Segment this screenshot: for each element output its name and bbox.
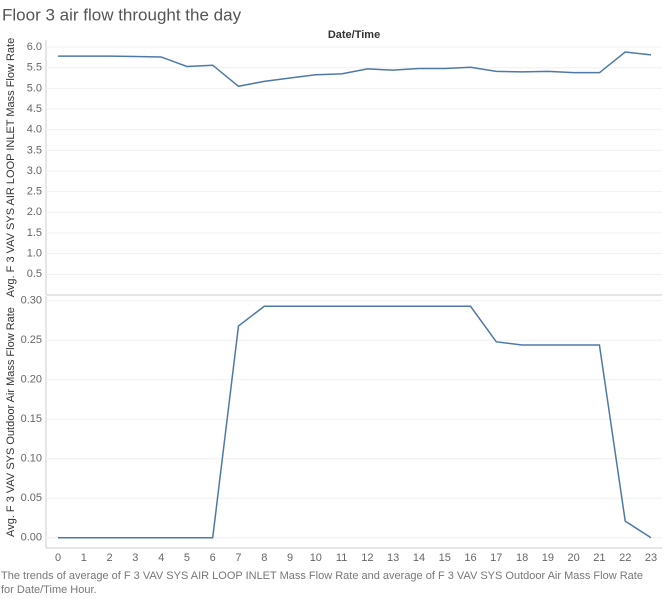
y-tick-label: 0.30: [21, 295, 42, 307]
y-tick-label: 6.0: [27, 41, 42, 53]
y-axis-title: Avg. F 3 VAV SYS AIR LOOP INLET Mass Flo…: [5, 38, 17, 297]
x-tick-label: 6: [210, 552, 216, 564]
x-tick-label: 10: [310, 552, 322, 564]
x-tick-label: 16: [464, 552, 476, 564]
x-tick-label: 4: [158, 552, 164, 564]
line: [58, 51, 652, 88]
x-tick-label: 20: [568, 552, 580, 564]
caption: The trends of average of F 3 VAV SYS AIR…: [1, 570, 643, 596]
y-tick-label: 0.25: [21, 334, 42, 346]
y-tick-label: 2.0: [27, 206, 42, 218]
x-tick-label: 12: [361, 552, 373, 564]
y-tick-label: 4.0: [27, 124, 42, 136]
x-tick-label: 8: [261, 552, 267, 564]
y-axis-title: Avg. F 3 VAV SYS Outdoor Air Mass Flow R…: [5, 307, 17, 537]
y-tick-label: 0.5: [27, 268, 42, 280]
x-tick-label: 7: [235, 552, 241, 564]
x-tick-label: 3: [132, 552, 138, 564]
x-tick-label: 14: [413, 552, 425, 564]
x-axis-title: Date/Time: [328, 29, 380, 41]
x-tick-label: 9: [287, 552, 293, 564]
x-tick-label: 22: [619, 552, 631, 564]
y-tick-label: 0.05: [21, 492, 42, 504]
y-tick-label: 5.0: [27, 82, 42, 94]
x-tick-label: 19: [542, 552, 554, 564]
y-tick-label: 1.5: [27, 227, 42, 239]
y-tick-label: 0.10: [21, 453, 42, 465]
x-tick-label: 11: [336, 552, 347, 564]
y-tick-label: 0.20: [21, 374, 42, 386]
x-tick-label: 17: [490, 552, 502, 564]
y-tick-label: 1.0: [27, 248, 42, 260]
y-tick-label: 0.00: [21, 532, 42, 544]
x-tick-label: 21: [593, 552, 605, 564]
x-tick-label: 5: [184, 552, 190, 564]
line: [58, 305, 652, 539]
y-tick-label: 4.5: [27, 103, 42, 115]
x-tick-label: 0: [55, 552, 61, 564]
y-tick-label: 5.5: [27, 62, 42, 74]
x-tick-label: 2: [107, 552, 113, 564]
x-tick-label: 18: [516, 552, 528, 564]
x-tick-label: 13: [387, 552, 399, 564]
chart-title: Floor 3 air flow throught the day: [2, 5, 242, 24]
x-tick-label: 1: [81, 552, 87, 564]
y-tick-label: 3.0: [27, 165, 42, 177]
x-tick-label: 15: [439, 552, 451, 564]
y-tick-label: 0.15: [21, 413, 42, 425]
chart: Floor 3 air flow throught the day Date/T…: [2, 5, 662, 564]
x-tick-label: 23: [645, 552, 657, 564]
y-tick-label: 2.5: [27, 186, 42, 198]
y-tick-label: 3.5: [27, 144, 42, 156]
